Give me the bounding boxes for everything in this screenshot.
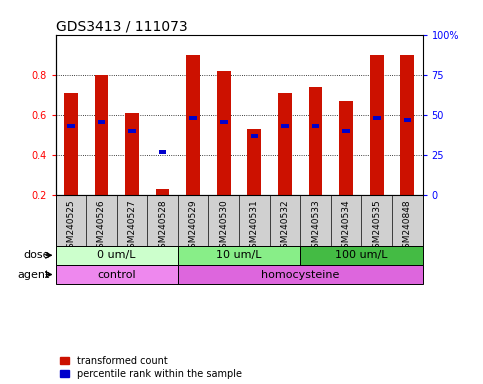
Bar [247, 129, 261, 195]
Bar [98, 120, 105, 124]
Text: GSM240526: GSM240526 [97, 199, 106, 254]
Text: GSM240525: GSM240525 [66, 199, 75, 254]
Text: 10 um/L: 10 um/L [216, 250, 262, 260]
Bar [220, 120, 227, 124]
Bar [339, 101, 353, 195]
Legend: transformed count, percentile rank within the sample: transformed count, percentile rank withi… [60, 356, 242, 379]
Text: GSM240533: GSM240533 [311, 199, 320, 254]
Bar [370, 55, 384, 195]
Bar [189, 116, 197, 120]
Text: GSM240527: GSM240527 [128, 199, 137, 254]
Bar [159, 150, 167, 154]
Bar [342, 129, 350, 133]
Text: GSM240531: GSM240531 [250, 199, 259, 254]
Bar [56, 246, 178, 265]
Bar [128, 129, 136, 133]
Bar [178, 265, 423, 284]
Bar [217, 71, 231, 195]
Bar [278, 93, 292, 195]
Text: GSM240535: GSM240535 [372, 199, 381, 254]
Text: GSM240534: GSM240534 [341, 199, 351, 254]
Text: 0 um/L: 0 um/L [98, 250, 136, 260]
Bar [281, 124, 289, 128]
Bar [56, 265, 178, 284]
Bar [95, 75, 108, 195]
Bar [178, 246, 300, 265]
Text: GSM240530: GSM240530 [219, 199, 228, 254]
Bar [400, 55, 414, 195]
Bar [64, 93, 78, 195]
Text: GSM240532: GSM240532 [281, 199, 289, 254]
Bar [309, 87, 323, 195]
Text: control: control [98, 270, 136, 280]
Text: GDS3413 / 111073: GDS3413 / 111073 [56, 20, 187, 33]
Text: 100 um/L: 100 um/L [335, 250, 388, 260]
Bar [156, 189, 170, 195]
Bar [312, 124, 319, 128]
Bar [251, 134, 258, 138]
Text: GSM240848: GSM240848 [403, 199, 412, 254]
Text: agent: agent [17, 270, 49, 280]
Text: GSM240529: GSM240529 [189, 199, 198, 254]
Bar [403, 118, 411, 122]
Text: GSM240528: GSM240528 [158, 199, 167, 254]
Bar [125, 113, 139, 195]
Text: homocysteine: homocysteine [261, 270, 340, 280]
Bar [300, 246, 423, 265]
Text: dose: dose [23, 250, 49, 260]
Bar [186, 55, 200, 195]
Bar [373, 116, 381, 120]
Bar [67, 124, 75, 128]
